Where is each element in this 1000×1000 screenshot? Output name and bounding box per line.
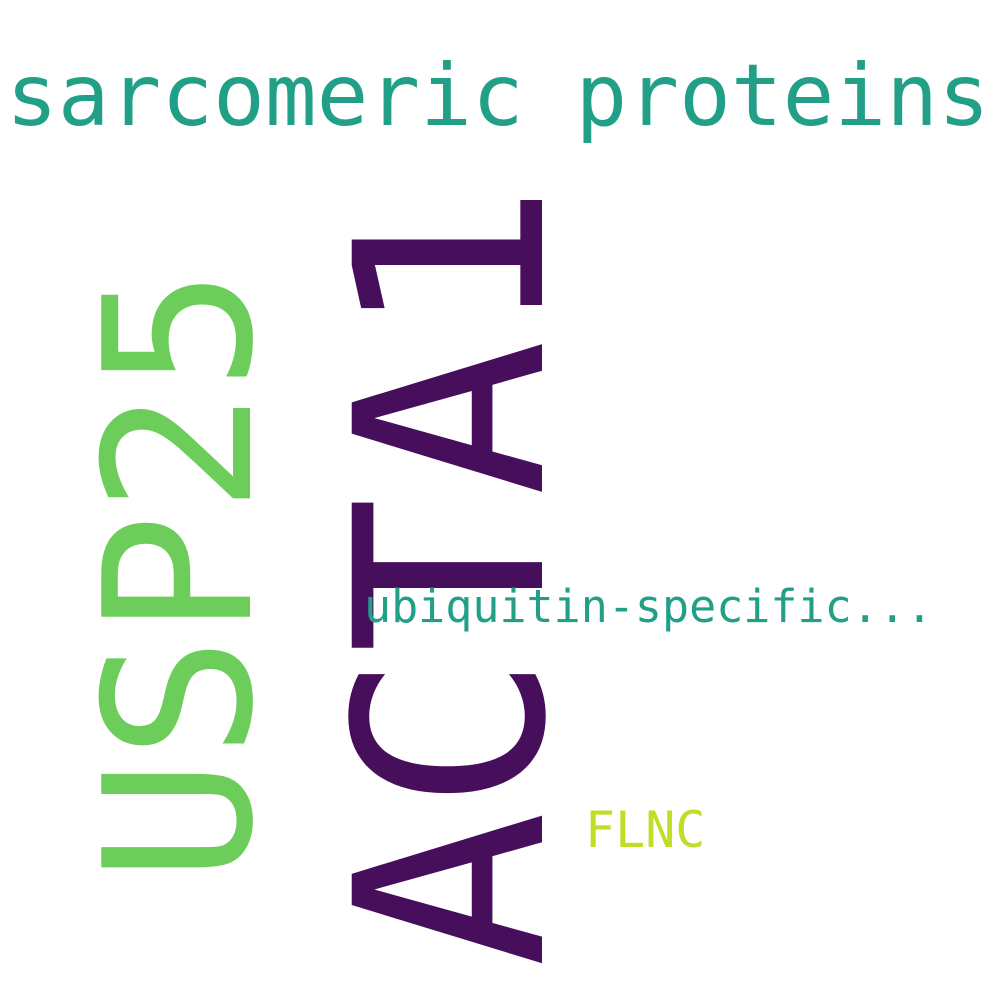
word: sarcomeric proteins [6, 46, 990, 146]
word: ubiquitin-specific... [364, 580, 933, 633]
word: USP25 [62, 268, 299, 882]
word: FLNC [585, 801, 705, 859]
word: ACTA1 [300, 182, 604, 968]
